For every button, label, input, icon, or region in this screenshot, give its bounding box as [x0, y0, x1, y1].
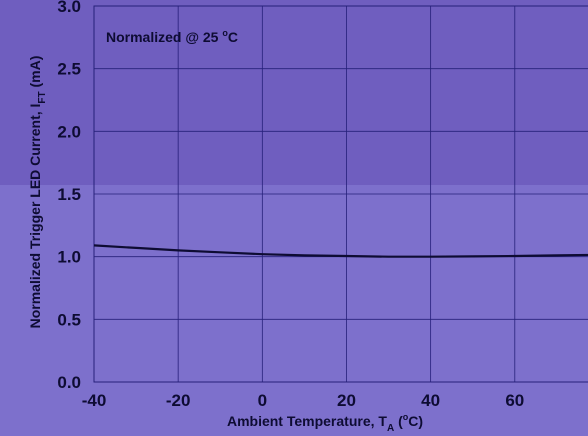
series-layer — [93, 244, 588, 258]
x-tick-label: 40 — [421, 391, 440, 410]
y-tick-label: 1.5 — [57, 185, 81, 204]
annotation-degree: o — [222, 28, 228, 38]
y-tick-label: 0.0 — [57, 373, 81, 392]
y-tick-label: 2.0 — [57, 122, 81, 141]
annotation-unit: C — [228, 29, 238, 45]
upper-shaded-band — [0, 0, 588, 185]
tick-layer: -40-200204060800.00.51.01.52.02.53.0 — [57, 0, 524, 410]
annotation-text: Normalized @ 25 — [106, 29, 222, 45]
x-tick-label: -40 — [82, 391, 107, 410]
x-tick-label: 20 — [337, 391, 356, 410]
x-tick-label: -20 — [166, 391, 191, 410]
normalization-annotation: Normalized @ 25 oC — [106, 28, 238, 45]
x-axis-label: Ambient Temperature, TA (oC) — [227, 412, 423, 434]
y-axis-label: Normalized Trigger LED Current, IFT (mA) — [27, 56, 48, 329]
x-tick-label: 0 — [258, 391, 267, 410]
series-line — [93, 244, 588, 258]
y-tick-label: 2.5 — [57, 60, 81, 79]
y-tick-label: 1.0 — [57, 248, 81, 267]
y-tick-label: 3.0 — [57, 0, 81, 16]
y-tick-label: 0.5 — [57, 310, 81, 329]
grid-layer — [93, 5, 588, 383]
x-tick-label: 60 — [505, 391, 524, 410]
